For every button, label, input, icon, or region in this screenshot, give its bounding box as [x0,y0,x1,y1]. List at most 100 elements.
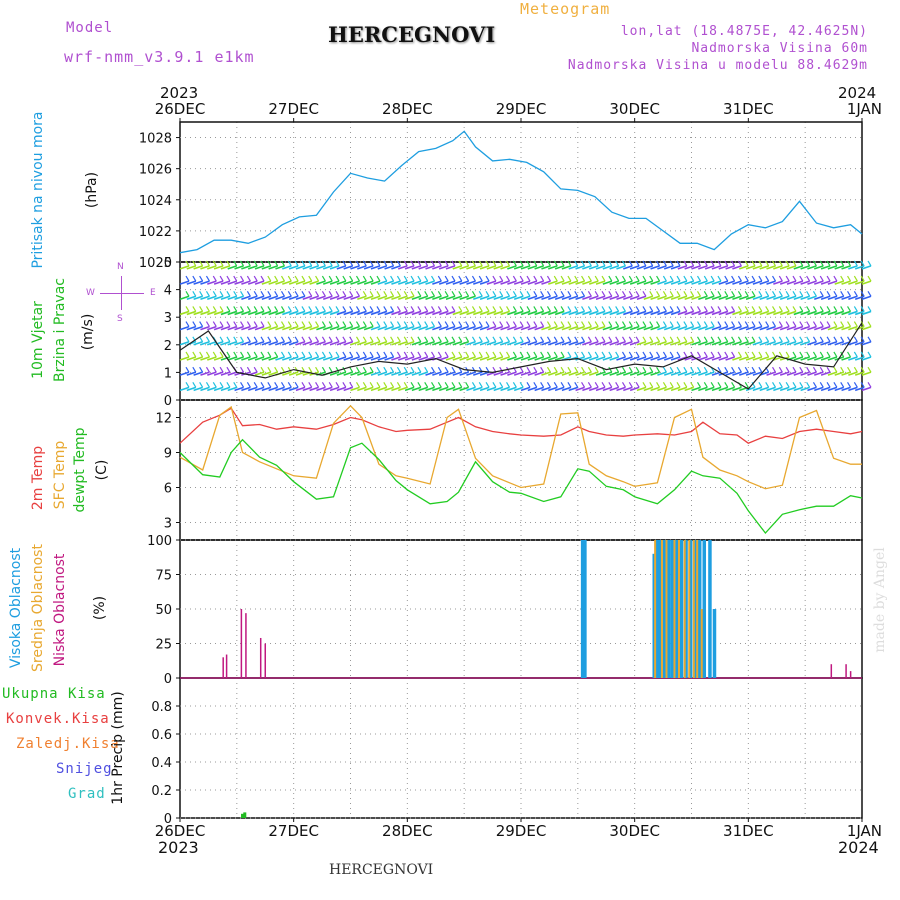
wind-barb [623,356,633,361]
wind-barb [615,382,620,388]
wind-barb [302,386,313,392]
wind-barb [424,336,429,343]
wind-barb [295,341,306,346]
wind-barb [520,341,531,346]
wind-barb [799,321,804,327]
wind-barb [840,382,845,388]
wind-barb [377,265,388,270]
wind-barb [793,280,804,285]
wind-barb [322,386,333,392]
wind-barb [676,260,681,267]
wind-barb [560,306,565,312]
wind-barb [724,366,729,373]
wind-barb [452,371,463,376]
wind-barb [731,306,736,312]
wind-barb [827,371,838,376]
wind-barb [302,356,313,361]
wind-barb [205,290,210,297]
wind-barb [452,341,463,346]
wind-barb [649,306,654,312]
wind-barb [759,265,769,270]
wind-barb [601,351,606,358]
wind-barb [793,341,804,346]
wind-barb [575,310,585,316]
wind-barb [854,295,865,301]
date-tick-top: 27DEC [268,100,319,118]
wind-barb [676,321,681,327]
wind-barb [363,265,374,270]
wind-barb [418,356,428,361]
wind-barb [431,321,436,327]
wind-barb [213,371,224,376]
wind-barb [662,260,667,267]
wind-barb [677,386,688,392]
wind-barb [425,325,435,331]
wind-barb [213,341,224,346]
wind-barb [417,306,422,312]
wind-barb [628,290,633,297]
wind-barb [425,386,435,392]
wind-barb [588,341,599,346]
wind-barb [473,341,483,346]
wind-barb [853,336,858,343]
wind-barb [343,371,353,376]
wind-barb [260,366,265,373]
wind-barb [819,382,824,388]
wind-barb [711,310,722,316]
wind-barb [807,280,817,285]
wind-barb [199,366,204,373]
wind-barb [403,290,408,297]
wind-barb [452,310,463,316]
wind-barb [316,280,326,285]
wind-barb [287,351,292,358]
wind-barb [621,336,626,343]
wind-barb [684,371,694,376]
wind-barb [321,321,326,327]
wind-barb [656,351,661,358]
wind-barb [581,382,586,388]
end-year-bottom: 2024 [838,838,879,857]
y-tick-label: 0 [164,394,172,409]
altitude: Nadmorska Visina 60m [691,41,868,56]
wind-barb [594,351,599,358]
date-tick-top: 30DEC [609,100,660,118]
wind-barb [234,325,244,331]
wind-barb [212,321,217,327]
wind-barb [691,371,701,376]
wind-barb [587,321,592,327]
y-tick-label: 1 [164,366,172,381]
wind-barb [207,386,217,392]
wind-barb [193,356,203,361]
wind-barb [616,371,626,376]
wind-barb [322,325,333,331]
wind-barb [635,260,640,267]
wind-barb [471,351,476,358]
wind-barb [295,386,306,392]
wind-barb [703,351,708,358]
wind-barb [247,310,258,316]
wind-barb [254,310,265,316]
wind-barb [621,306,626,312]
wind-barb [513,295,524,301]
wind-barb [587,351,592,358]
wind-barb [417,260,422,267]
wind-barb [752,310,763,316]
wind-barb [657,341,667,346]
wind-barb [253,336,258,343]
wind-barb [234,356,244,361]
wind-barb [234,280,244,285]
wind-barb [649,321,654,327]
wind-barb [274,321,279,327]
wind-barb [758,290,763,297]
wind-barb [621,290,626,297]
wind-barb [540,351,545,358]
wind-barb [745,310,756,316]
wind-barb [485,351,490,358]
wind-barb [377,325,388,331]
wind-barb [553,336,558,343]
end-year-top: 2024 [838,84,877,102]
wind-barb [793,325,804,331]
wind-barb [806,260,811,267]
wind-barb [848,386,858,392]
wind-barb [718,356,729,361]
